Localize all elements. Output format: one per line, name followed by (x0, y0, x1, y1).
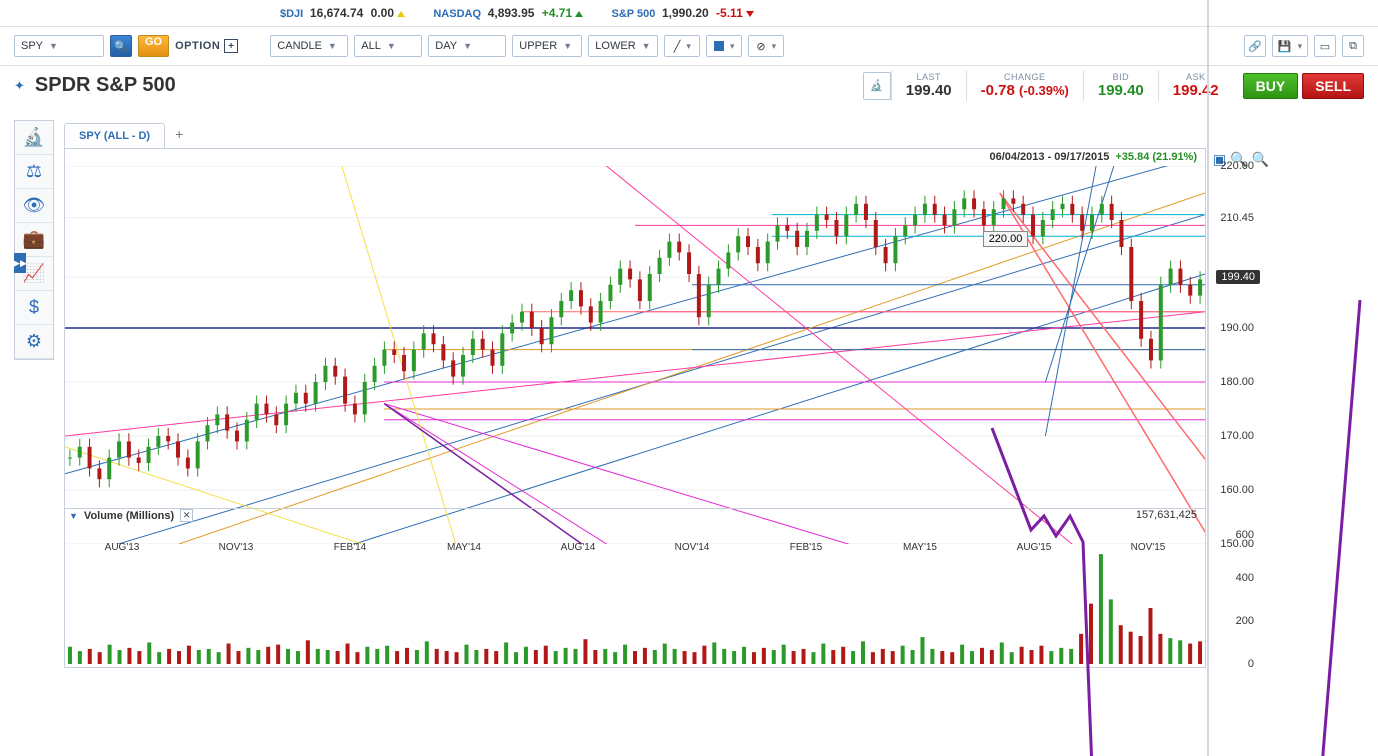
upper-indicator-select[interactable]: UPPER▼ (512, 35, 582, 57)
go-button[interactable]: GO (138, 35, 169, 57)
volume-panel: ▼ Volume (Millions) ✕ 157,631,425 020040… (65, 509, 1205, 667)
volume-collapse-icon[interactable]: ▼ (69, 511, 78, 521)
bid-cell: BID 199.40 (1083, 70, 1158, 101)
volume-value: 157,631,425 (1136, 509, 1197, 521)
color-picker[interactable]: ▾ (706, 35, 742, 57)
range-select[interactable]: ALL▼ (354, 35, 422, 57)
eye-tool[interactable]: 👁 (15, 189, 53, 223)
draw-line-tool[interactable]: ╱ ▾ (664, 35, 700, 57)
option-toggle[interactable]: OPTION+ (175, 39, 238, 53)
popout-button[interactable]: ⧉ (1342, 35, 1364, 57)
side-toolbar: 🔬 ⚖ 👁 💼 📈 $ ⚙ (14, 120, 54, 360)
volume-axis: 0200400600 (1205, 524, 1260, 664)
toolbar: SPY▼ 🔍 GO OPTION+ CANDLE▼ ALL▼ DAY▼ UPPE… (0, 27, 1378, 66)
price-chart (65, 166, 1205, 544)
settings-tool[interactable]: ⚙ (15, 325, 53, 359)
volume-chart (65, 524, 1205, 664)
volume-close-button[interactable]: ✕ (180, 509, 193, 522)
index-sp500: S&P 500 1,990.20 -5.11 (611, 6, 754, 20)
balance-tool[interactable]: ⚖ (15, 155, 53, 189)
price-marker: 199.40 (1216, 270, 1260, 284)
index-nasdaq: NASDAQ 4,893.95 +4.71 (433, 6, 583, 20)
sell-button[interactable]: SELL (1302, 73, 1364, 99)
tab-spy[interactable]: SPY (ALL - D) (64, 123, 165, 148)
chart-header: ✦ SPDR S&P 500 🔬 LAST 199.40 CHANGE -0.7… (0, 66, 1378, 101)
change-cell: CHANGE -0.78 (-0.39%) (966, 70, 1083, 101)
buy-button[interactable]: BUY (1243, 73, 1299, 99)
briefcase-tool[interactable]: 💼 (15, 223, 53, 257)
layout-button[interactable]: ▭ (1314, 35, 1336, 57)
link-button[interactable]: 🔗 (1244, 35, 1266, 57)
side-expand[interactable]: ▶▶ (14, 253, 26, 273)
chart-type-select[interactable]: CANDLE▼ (270, 35, 348, 57)
ticker-select[interactable]: SPY▼ (14, 35, 104, 57)
lower-indicator-select[interactable]: LOWER▼ (588, 35, 658, 57)
microscope-tool[interactable]: 🔬 (15, 121, 53, 155)
price-axis: 220.00210.45199.40190.00180.00170.00160.… (1205, 166, 1260, 544)
chart-frame[interactable]: 06/04/2013 - 09/17/2015 +35.84 (21.91%) … (64, 148, 1206, 668)
period-select[interactable]: DAY▼ (428, 35, 506, 57)
chart-tabs: SPY (ALL - D) + (64, 120, 193, 148)
indices-bar: $DJI 16,674.74 0.00 NASDAQ 4,893.95 +4.7… (0, 0, 1378, 27)
add-tab-button[interactable]: + (165, 120, 193, 148)
price-label-inner: 220.00 (983, 231, 1029, 247)
research-button[interactable]: 🔬 (863, 72, 891, 100)
search-button[interactable]: 🔍 (110, 35, 132, 57)
volume-title: Volume (Millions) (84, 510, 174, 522)
clear-tool[interactable]: ⊘ ▾ (748, 35, 784, 57)
save-menu[interactable]: 💾▾ (1272, 35, 1308, 57)
instrument-title: SPDR S&P 500 (35, 74, 176, 97)
index-dji: $DJI 16,674.74 0.00 (280, 6, 405, 20)
chart-range-label: 06/04/2013 - 09/17/2015 +35.84 (21.91%) (989, 151, 1197, 163)
last-cell: LAST 199.40 (891, 70, 966, 101)
favorite-icon[interactable]: ✦ (14, 78, 25, 94)
dollar-tool[interactable]: $ (15, 291, 53, 325)
ask-cell: ASK 199.42 (1158, 70, 1233, 101)
